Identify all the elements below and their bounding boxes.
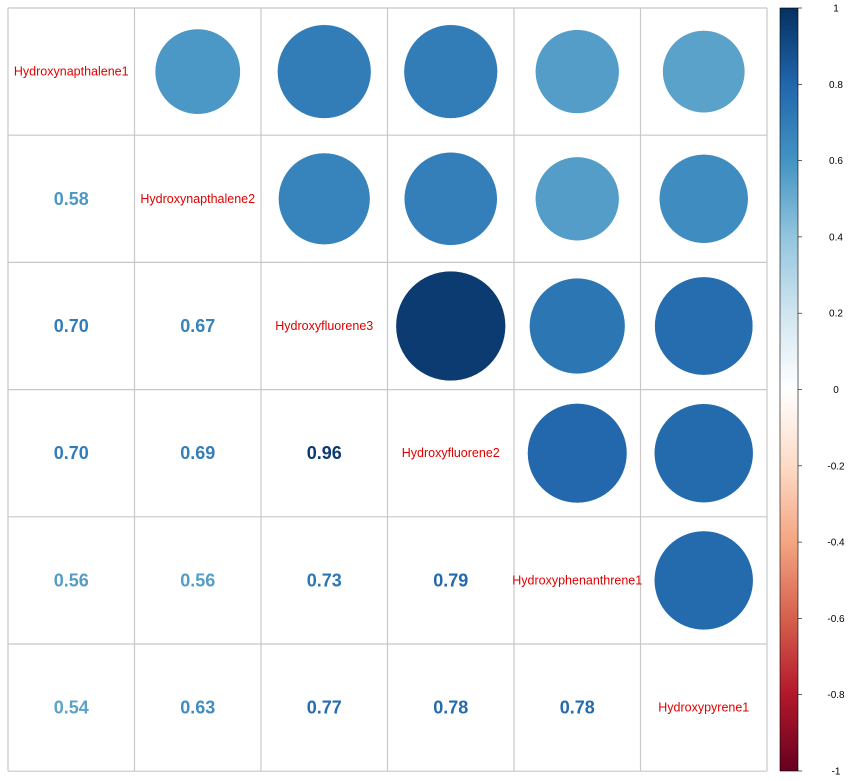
correlation-value: 0.73 <box>307 570 342 590</box>
variable-label: Hydroxynapthalene2 <box>140 192 255 206</box>
correlation-value: 0.78 <box>560 698 595 718</box>
correlation-value: 0.67 <box>180 316 215 336</box>
correlation-circle <box>403 152 498 246</box>
correlation-value: 0.96 <box>307 443 342 463</box>
correlation-value: 0.78 <box>433 698 468 718</box>
colorbar-gradient <box>779 7 799 772</box>
colorbar-tick-label: 0.6 <box>829 156 843 167</box>
colorbar-tick-label: 0.4 <box>829 232 843 243</box>
correlation-circle <box>535 156 620 241</box>
colorbar-tick-label: -0.6 <box>827 614 845 625</box>
correlation-circle <box>403 24 498 119</box>
correlation-value: 0.54 <box>54 698 89 718</box>
correlation-circle <box>654 276 754 376</box>
colorbar-tick-label: 0 <box>833 385 839 396</box>
correlation-circle <box>154 28 241 115</box>
correlation-circle <box>662 30 746 113</box>
correlation-circle <box>278 152 371 245</box>
correlation-value: 0.58 <box>54 189 89 209</box>
correlation-circle <box>535 29 620 114</box>
correlation-value: 0.56 <box>54 570 89 590</box>
correlation-circle <box>277 24 372 119</box>
correlation-value: 0.70 <box>54 443 89 463</box>
correlation-circle <box>659 154 749 244</box>
variable-label: Hydroxyfluorene2 <box>402 446 500 460</box>
colorbar-tick-label: 0.2 <box>829 309 843 320</box>
correlation-circle <box>527 403 628 504</box>
colorbar-tick-label: -0.4 <box>827 538 845 549</box>
matrix-cells: Hydroxynapthalene1 0.58 Hydroxynapthalene2… <box>14 24 754 718</box>
colorbar-tick-label: -0.8 <box>827 690 845 701</box>
correlation-value: 0.69 <box>180 443 215 463</box>
variable-label: Hydroxyfluorene3 <box>275 319 373 333</box>
correlation-circle <box>654 530 754 631</box>
variable-label: Hydroxypyrene1 <box>658 701 749 715</box>
correlation-circle <box>654 403 754 503</box>
correlation-value: 0.70 <box>54 316 89 336</box>
correlation-circle <box>395 270 506 382</box>
variable-label: Hydroxyphenanthrene1 <box>512 573 642 587</box>
colorbar-tick-label: 1 <box>833 4 839 15</box>
colorbar-tick-label: 0.8 <box>829 80 843 91</box>
correlation-circle <box>529 277 626 375</box>
colorbar-tick-label: -0.2 <box>827 461 845 472</box>
correlation-value: 0.56 <box>180 570 215 590</box>
grid <box>7 7 768 772</box>
correlation-value: 0.77 <box>307 698 342 718</box>
correlation-value: 0.63 <box>180 698 215 718</box>
colorbar-tick-label: -1 <box>832 767 841 778</box>
variable-label: Hydroxynapthalene1 <box>14 65 129 79</box>
colorbar: 1 0.8 0.6 0.4 0.2 0 -0.2 -0.4 -0.6 -0.8 -1 <box>779 4 845 778</box>
correlation-value: 0.79 <box>433 570 468 590</box>
